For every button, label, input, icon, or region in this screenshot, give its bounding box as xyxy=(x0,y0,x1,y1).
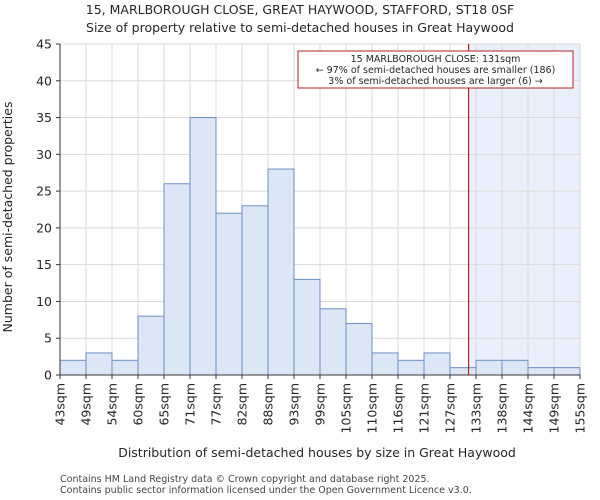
histogram-bar xyxy=(59,359,87,376)
histogram-bar xyxy=(449,367,477,376)
histogram-bar xyxy=(85,352,113,376)
footer-line-2: Contains public sector information licen… xyxy=(60,485,472,496)
histogram-bar xyxy=(293,278,321,376)
annotation-larger: 3% of semi-detached houses are larger (6… xyxy=(328,76,542,87)
histogram-bar xyxy=(137,315,165,376)
y-tick-label: 0 xyxy=(44,368,52,383)
x-tick-label: 77sqm xyxy=(209,383,224,426)
histogram-bar xyxy=(241,205,269,376)
histogram-bar xyxy=(475,359,503,376)
x-tick-label: 133sqm xyxy=(469,383,484,433)
histogram-bar xyxy=(553,367,581,376)
histogram-bar xyxy=(527,367,555,376)
y-tick-label: 40 xyxy=(36,73,52,88)
x-tick-label: 60sqm xyxy=(131,383,146,426)
y-tick-label: 5 xyxy=(44,331,52,346)
x-tick-label: 65sqm xyxy=(157,383,172,426)
footer-line-1: Contains HM Land Registry data © Crown c… xyxy=(60,474,430,485)
histogram-bar xyxy=(163,183,191,376)
annotation-box xyxy=(297,50,574,89)
chart-subtitle: Size of property relative to semi-detach… xyxy=(86,20,514,35)
histogram-bar xyxy=(397,359,425,376)
histogram-bar xyxy=(423,352,451,376)
x-tick-label: 127sqm xyxy=(443,383,458,433)
histogram-bar xyxy=(267,168,295,376)
x-tick-label: 116sqm xyxy=(391,383,406,433)
y-tick-label: 15 xyxy=(36,257,52,272)
x-tick-label: 71sqm xyxy=(183,383,198,426)
x-tick-label: 144sqm xyxy=(521,383,536,433)
y-tick-label: 20 xyxy=(36,220,52,235)
x-tick-label: 99sqm xyxy=(313,383,328,426)
x-tick-label: 121sqm xyxy=(417,383,432,433)
x-tick-label: 88sqm xyxy=(261,383,276,426)
histogram-bar xyxy=(215,212,243,376)
histogram-bar xyxy=(371,352,399,376)
x-axis-label: Distribution of semi-detached houses by … xyxy=(118,445,516,460)
x-tick-label: 105sqm xyxy=(339,383,354,433)
histogram-bar xyxy=(319,308,347,376)
x-tick-label: 149sqm xyxy=(547,383,562,433)
histogram-bar xyxy=(501,359,529,376)
larger-region xyxy=(468,44,580,375)
x-tick-label: 43sqm xyxy=(53,383,68,426)
chart-title: 15, MARLBOROUGH CLOSE, GREAT HAYWOOD, ST… xyxy=(85,2,515,17)
y-tick-label: 35 xyxy=(36,110,52,125)
histogram-bar xyxy=(189,117,217,376)
y-tick-label: 25 xyxy=(36,184,52,199)
x-tick-label: 82sqm xyxy=(235,383,250,426)
x-tick-label: 54sqm xyxy=(105,383,120,426)
x-tick-label: 110sqm xyxy=(365,383,380,433)
annotation-smaller: ← 97% of semi-detached houses are smalle… xyxy=(316,65,556,76)
x-tick-label: 138sqm xyxy=(495,383,510,433)
x-tick-label: 155sqm xyxy=(573,383,588,433)
y-tick-label: 30 xyxy=(36,147,52,162)
x-tick-label: 93sqm xyxy=(287,383,302,426)
y-tick-label: 10 xyxy=(36,294,52,309)
y-tick-label: 45 xyxy=(36,37,52,52)
histogram-bar xyxy=(111,359,139,376)
x-tick-label: 49sqm xyxy=(79,383,94,426)
annotation-title: 15 MARLBOROUGH CLOSE: 131sqm xyxy=(351,54,521,65)
y-axis-label: Number of semi-detached properties xyxy=(0,102,15,333)
histogram-bar xyxy=(345,323,373,376)
